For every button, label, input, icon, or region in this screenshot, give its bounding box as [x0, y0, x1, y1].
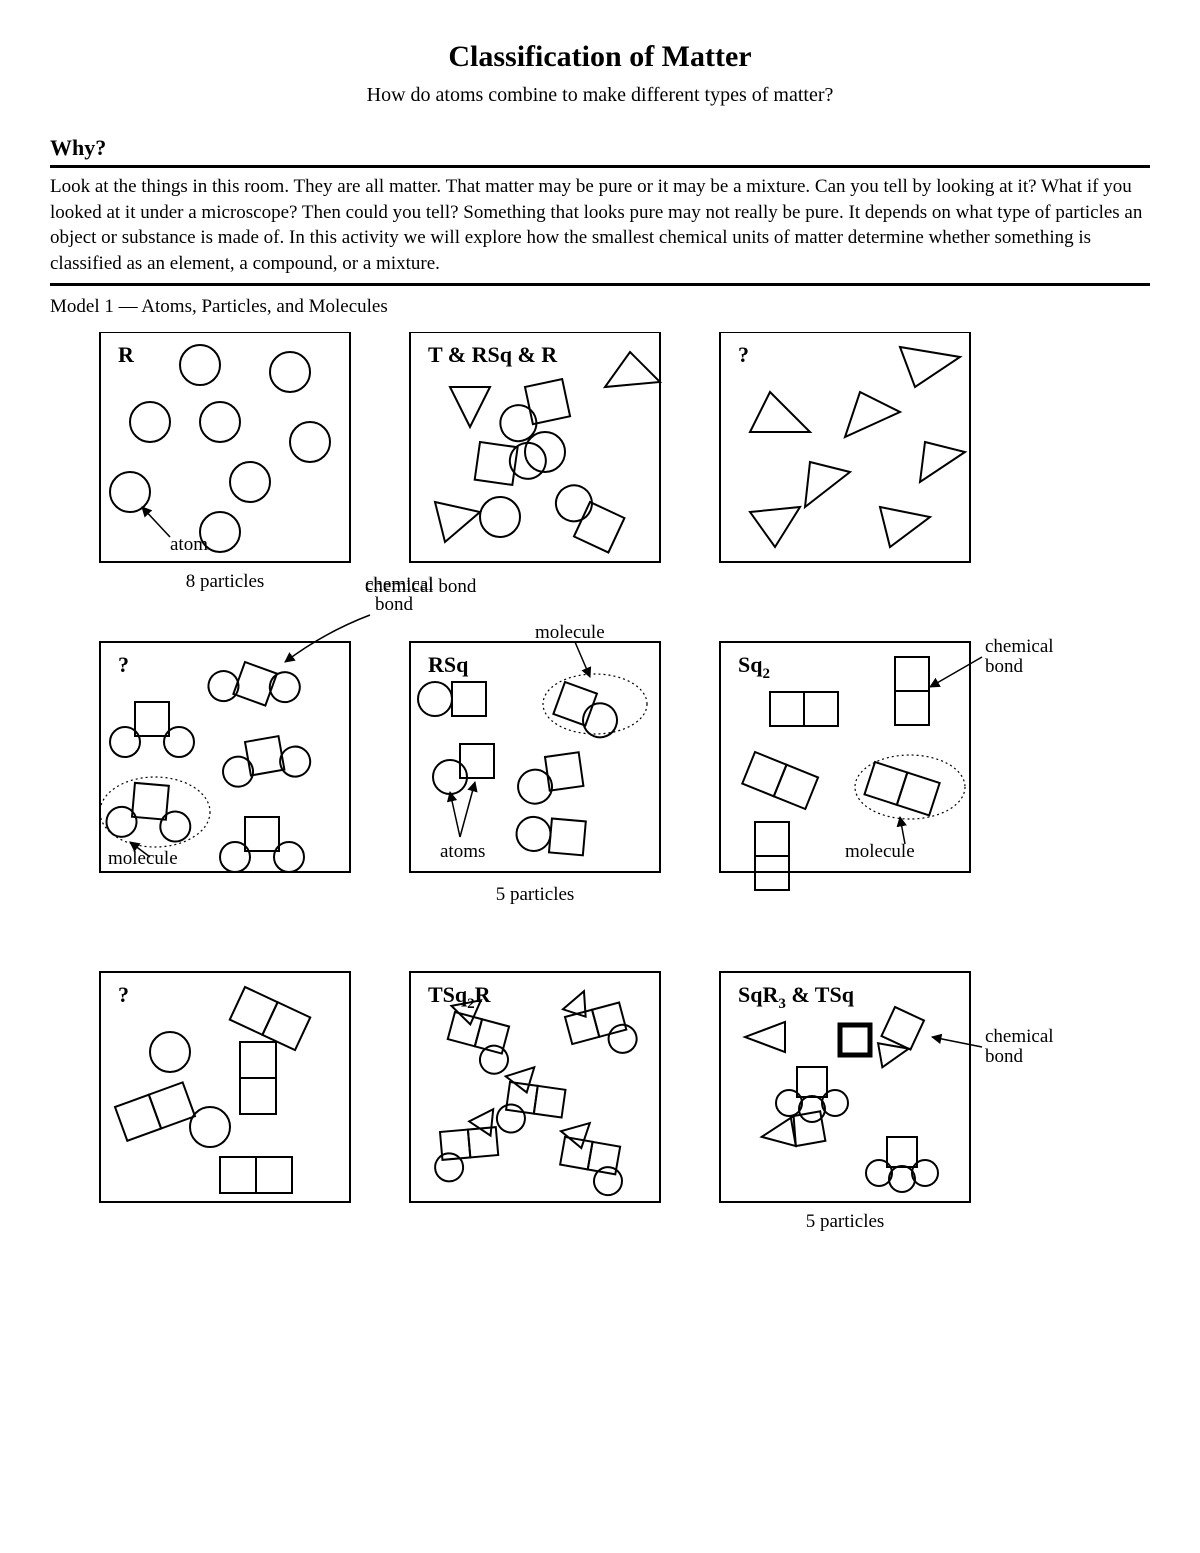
box-rsq: RSq atoms: [410, 642, 660, 872]
box-r2sq: ? molecule: [100, 642, 350, 872]
box-tsq2r-title: TSq2R: [428, 982, 492, 1012]
box-mix-title: ?: [118, 982, 129, 1007]
rule-top: [50, 165, 1150, 168]
box-r-title: R: [118, 342, 135, 367]
box-tsq2r: TSq2R: [410, 972, 660, 1202]
why-body: Look at the things in this room. They ar…: [50, 174, 1150, 277]
box-triangles: ?: [720, 332, 970, 562]
diagram-svg: R atom 8 particles T & RSq & R ? chemica…: [70, 332, 1130, 1292]
box-sq2-title: Sq2: [738, 652, 770, 682]
page-subtitle: How do atoms combine to make different t…: [50, 84, 1150, 107]
why-heading: Why?: [50, 135, 1150, 161]
page-title: Classification of Matter: [50, 40, 1150, 74]
label-5-particles-b: 5 particles: [806, 1211, 885, 1232]
label-atom: atom: [170, 534, 208, 555]
box-t-rsq-r: T & RSq & R: [410, 332, 660, 562]
box-sq2: Sq2 molecule: [720, 642, 970, 890]
label-chemical-bond-3: chemical bond: [985, 1026, 1058, 1067]
label-5-particles-a: 5 particles: [496, 884, 575, 905]
label-chemical-bond-2: chemical bond: [985, 636, 1058, 677]
label-molecule-3: molecule: [845, 841, 915, 862]
box-rsq-title: RSq: [428, 652, 469, 677]
box-t-rsq-r-title: T & RSq & R: [428, 342, 558, 367]
box-triangles-title: ?: [738, 342, 749, 367]
label-atoms: atoms: [440, 841, 485, 862]
diagram-grid: R atom 8 particles T & RSq & R ? chemica…: [70, 332, 1130, 1292]
box-sqr3-tsq: SqR3 & TSq: [720, 972, 970, 1202]
box-r2sq-title: ?: [118, 652, 129, 677]
svg-text:chemical bond: chemical bond: [365, 574, 438, 615]
box-sqr3-tsq-title: SqR3 & TSq: [738, 982, 855, 1012]
box-r: R atom: [100, 332, 350, 562]
box-mix: ?: [100, 972, 350, 1202]
rule-bottom: [50, 283, 1150, 286]
model-heading: Model 1 — Atoms, Particles, and Molecule…: [50, 296, 1150, 318]
label-molecule-2: molecule: [535, 622, 605, 643]
label-8-particles: 8 particles: [186, 571, 265, 592]
